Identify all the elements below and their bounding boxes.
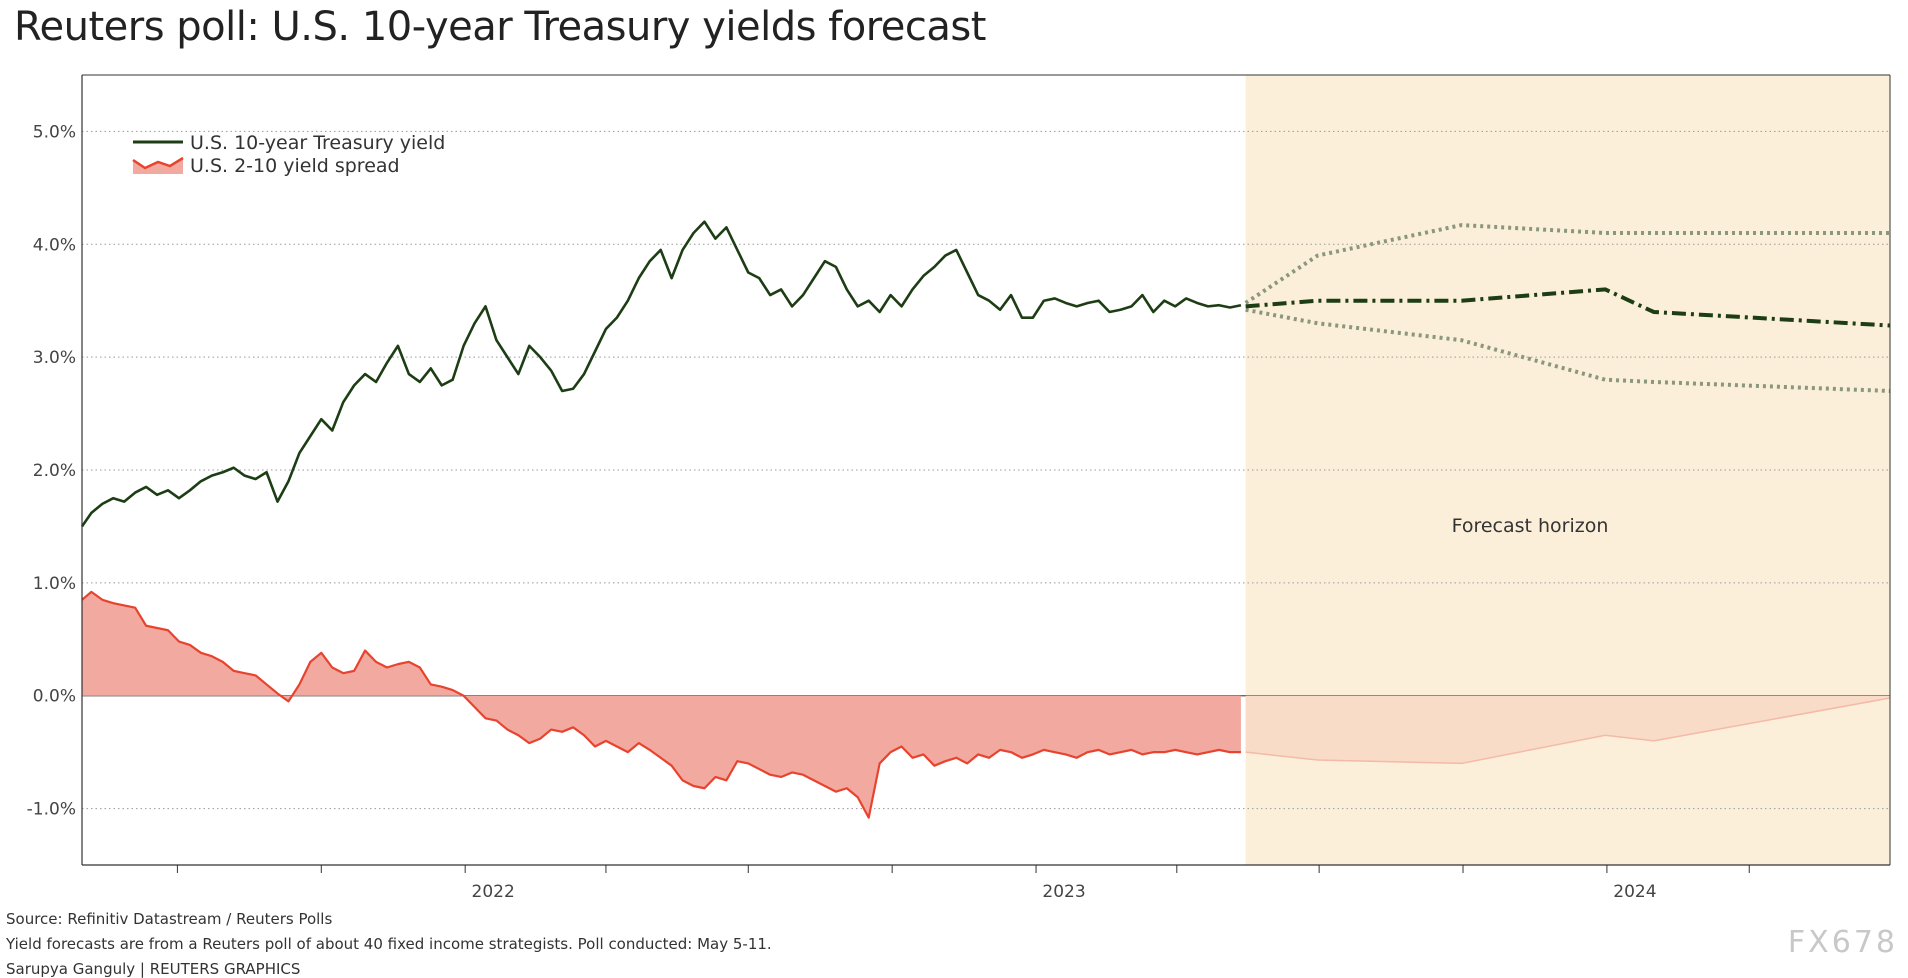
spread-forecast-line: [1245, 697, 1891, 765]
y-tick-label: -1.0%: [27, 800, 76, 820]
chart-title: Reuters poll: U.S. 10-year Treasury yiel…: [14, 4, 986, 50]
forecast-median-line: [1245, 287, 1891, 328]
legend-spread-swatch-fill: [133, 158, 183, 174]
x-tick-label: 2024: [1613, 882, 1656, 900]
spread-line: [81, 590, 1241, 819]
spread-forecast-area: [1245, 695, 1890, 764]
yield-chart: 5.0% 4.0% 3.0% 2.0% 1.0% 0.0% -1.0% 2022 2023 202…: [27, 74, 1891, 900]
watermark: FX678: [1787, 925, 1898, 960]
y-tick-label: 5.0%: [33, 122, 76, 142]
yield-layer: [80, 220, 1891, 528]
footer-credit: Sarupya Ganguly | REUTERS GRAPHICS: [6, 960, 301, 978]
footer-note: Yield forecasts are from a Reuters poll …: [6, 935, 772, 953]
forecast-horizon-label: Forecast horizon: [1452, 515, 1609, 537]
forecast-lower-band: [1245, 307, 1891, 393]
y-tick-label: 2.0%: [33, 461, 76, 481]
legend-yield-label: U.S. 10-year Treasury yield: [190, 132, 445, 154]
y-tick-label: 0.0%: [33, 687, 76, 707]
x-tick-label: 2022: [472, 882, 515, 900]
x-tick-label: 2023: [1042, 882, 1085, 900]
footer-source: Source: Refinitiv Datastream / Reuters P…: [6, 910, 333, 928]
y-tick-label: 4.0%: [33, 235, 76, 255]
legend-spread-label: U.S. 2-10 yield spread: [190, 155, 400, 177]
yield-line: [80, 220, 1242, 528]
forecast-upper-band: [1244, 223, 1890, 305]
y-tick-label: 3.0%: [33, 348, 76, 368]
axes: 5.0% 4.0% 3.0% 2.0% 1.0% 0.0% -1.0% 2022 2023 202…: [27, 74, 1891, 900]
spread-area: [82, 591, 1241, 818]
annotations: Forecast horizon: [1452, 515, 1609, 537]
legend-spread-swatch-line: [132, 156, 184, 170]
spread-layer: [81, 590, 1891, 819]
y-tick-label: 1.0%: [33, 574, 76, 594]
